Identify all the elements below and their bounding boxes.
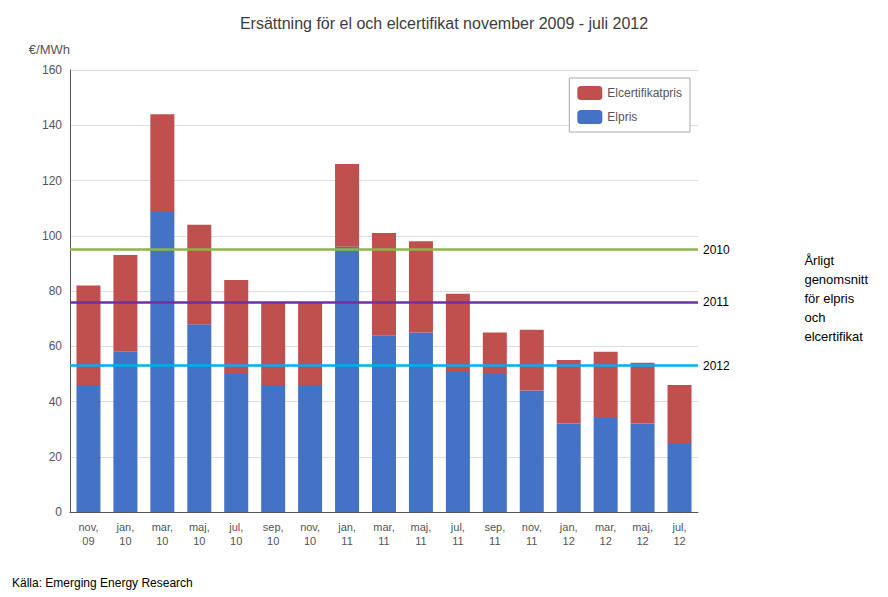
svg-text:11: 11: [489, 535, 500, 547]
svg-text:Källa: Emerging Energy Researc: Källa: Emerging Energy Research: [12, 576, 193, 590]
svg-text:Årligt: Årligt: [804, 253, 834, 268]
svg-text:elcertifikat: elcertifikat: [804, 329, 863, 344]
svg-text:jul,: jul,: [228, 521, 243, 533]
svg-text:140: 140: [42, 118, 62, 132]
svg-text:mar,: mar,: [595, 521, 616, 533]
svg-text:11: 11: [526, 535, 537, 547]
svg-text:10: 10: [267, 535, 279, 547]
svg-text:jan,: jan,: [337, 521, 356, 533]
svg-text:jul,: jul,: [671, 521, 686, 533]
svg-text:2012: 2012: [703, 359, 730, 373]
svg-text:10: 10: [119, 535, 131, 547]
svg-text:jan,: jan,: [559, 521, 578, 533]
svg-text:11: 11: [341, 535, 352, 547]
svg-text:genomsnitt: genomsnitt: [804, 272, 868, 287]
svg-text:2010: 2010: [703, 243, 730, 257]
svg-text:jul,: jul,: [450, 521, 465, 533]
svg-text:10: 10: [193, 535, 205, 547]
svg-text:0: 0: [55, 505, 62, 519]
svg-text:mar,: mar,: [152, 521, 173, 533]
svg-text:sep,: sep,: [263, 521, 284, 533]
svg-text:80: 80: [49, 284, 63, 298]
svg-text:Elpris: Elpris: [607, 110, 637, 124]
svg-text:maj,: maj,: [632, 521, 653, 533]
svg-text:11: 11: [452, 535, 463, 547]
svg-text:160: 160: [42, 63, 62, 77]
svg-text:10: 10: [304, 535, 316, 547]
svg-text:jan,: jan,: [116, 521, 135, 533]
svg-text:för elpris: för elpris: [804, 291, 854, 306]
svg-text:nov,: nov,: [78, 521, 98, 533]
svg-text:sep,: sep,: [484, 521, 505, 533]
svg-text:40: 40: [49, 395, 63, 409]
svg-text:€/MWh: €/MWh: [29, 42, 70, 57]
svg-text:12: 12: [636, 535, 648, 547]
svg-text:mar,: mar,: [373, 521, 394, 533]
svg-text:09: 09: [82, 535, 94, 547]
svg-text:60: 60: [49, 339, 63, 353]
svg-text:Ersättning för el och elcertif: Ersättning för el och elcertifikat novem…: [240, 15, 648, 32]
svg-text:12: 12: [563, 535, 575, 547]
svg-text:maj,: maj,: [189, 521, 210, 533]
svg-text:nov,: nov,: [300, 521, 320, 533]
svg-text:12: 12: [673, 535, 685, 547]
svg-text:2011: 2011: [703, 295, 729, 309]
svg-text:20: 20: [49, 450, 63, 464]
svg-text:10: 10: [230, 535, 242, 547]
svg-text:120: 120: [42, 174, 62, 188]
svg-text:och: och: [804, 310, 825, 325]
svg-text:11: 11: [378, 535, 389, 547]
svg-text:100: 100: [42, 229, 62, 243]
svg-text:12: 12: [600, 535, 612, 547]
svg-text:10: 10: [156, 535, 168, 547]
svg-text:Elcertifikatpris: Elcertifikatpris: [607, 86, 682, 100]
svg-text:11: 11: [415, 535, 426, 547]
svg-text:nov,: nov,: [522, 521, 542, 533]
svg-text:maj,: maj,: [411, 521, 432, 533]
